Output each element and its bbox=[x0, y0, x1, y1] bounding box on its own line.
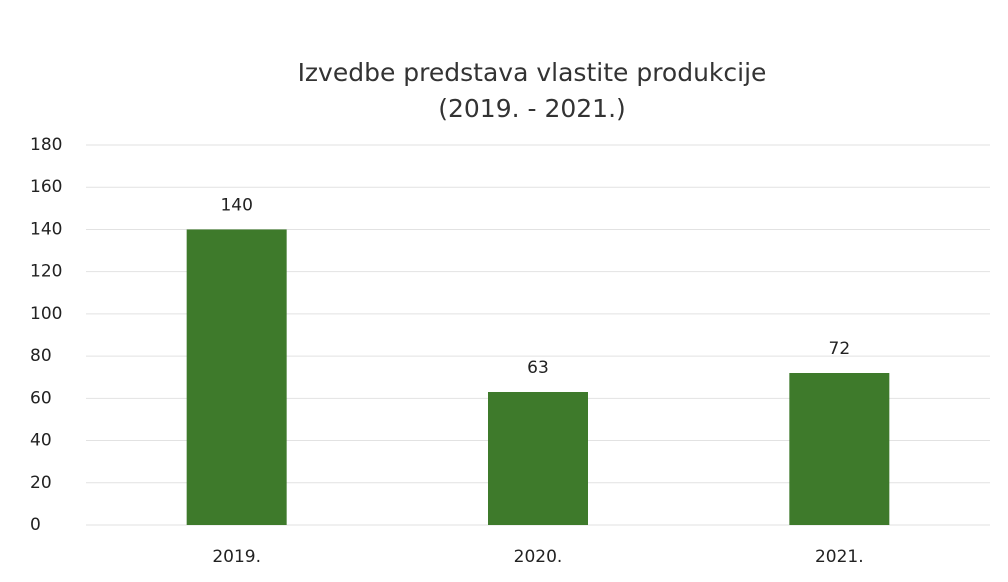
data-label: 140 bbox=[220, 195, 252, 215]
y-tick-label: 140 bbox=[30, 219, 62, 239]
x-tick-label: 2020. bbox=[514, 547, 563, 567]
chart-subtitle: (2019. - 2021.) bbox=[438, 94, 626, 123]
y-tick-label: 180 bbox=[30, 135, 62, 155]
bar bbox=[186, 229, 287, 525]
y-tick-label: 20 bbox=[30, 473, 52, 493]
y-tick-label: 160 bbox=[30, 177, 62, 197]
bar bbox=[488, 392, 588, 525]
x-tick-label: 2021. bbox=[815, 547, 864, 567]
y-tick-label: 100 bbox=[30, 304, 62, 324]
bar bbox=[789, 373, 890, 525]
y-tick-label: 120 bbox=[30, 262, 62, 282]
chart-title: Izvedbe predstava vlastite produkcije bbox=[298, 58, 767, 87]
y-tick-label: 60 bbox=[30, 388, 52, 408]
x-tick-label: 2019. bbox=[212, 547, 261, 567]
y-tick-label: 0 bbox=[30, 515, 41, 535]
y-tick-label: 80 bbox=[30, 346, 52, 366]
data-label: 72 bbox=[829, 339, 851, 359]
data-label: 63 bbox=[527, 358, 549, 378]
y-tick-label: 40 bbox=[30, 431, 52, 451]
